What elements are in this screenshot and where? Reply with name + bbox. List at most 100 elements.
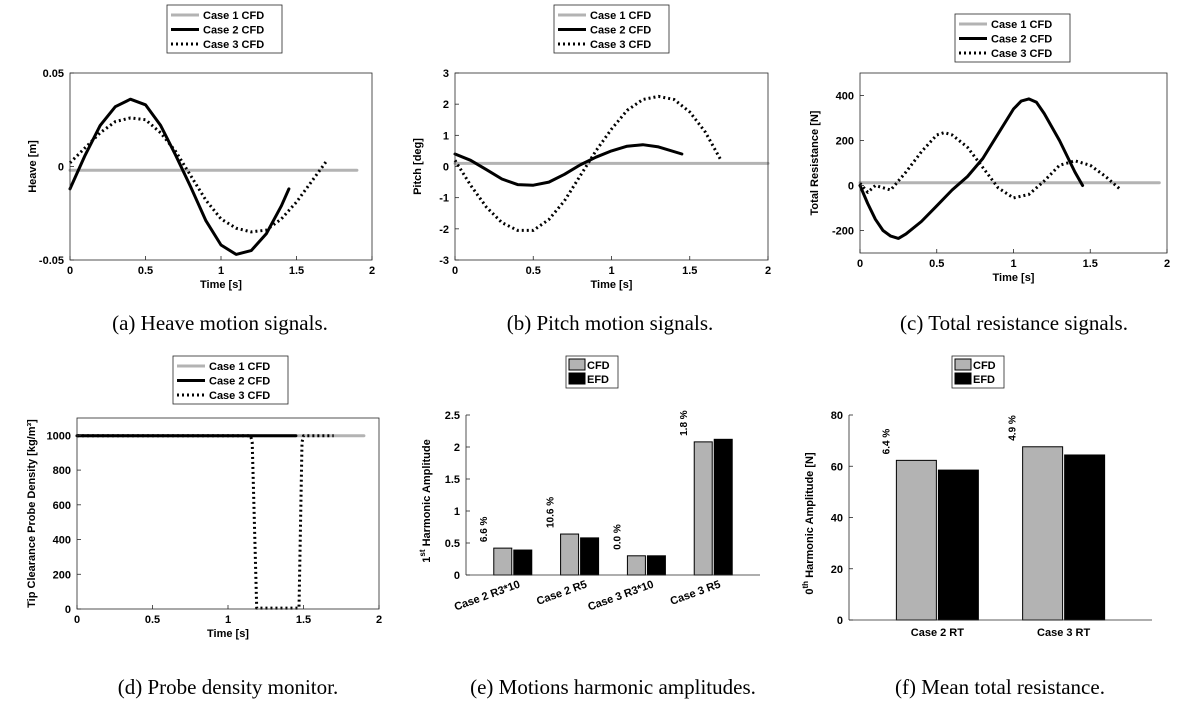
bar-e-efd-2 <box>580 537 600 576</box>
y-tick-label-e-4: 2 <box>454 442 460 454</box>
y-tick-label-d-5: 1000 <box>47 430 71 442</box>
y-tick-label-f-2: 40 <box>831 513 843 525</box>
x-axis-label-c: Time [s] <box>993 272 1035 284</box>
y-tick-label-e-5: 2.5 <box>445 410 460 422</box>
y-axis-label-main-f: Harmonic Amplitude [N] <box>804 452 816 581</box>
x-tick-label-d-3: 1.5 <box>296 614 311 626</box>
y-tick-label-d-4: 800 <box>53 465 71 477</box>
legend-label-b-3: Case 3 CFD <box>590 39 651 51</box>
caption-c: (c) Total resistance signals. <box>900 311 1128 335</box>
legend-label-c-1: Case 1 CFD <box>991 19 1052 31</box>
series-line-c-3 <box>858 131 1122 200</box>
y-tick-label-f-0: 0 <box>837 615 843 627</box>
bar-annotation-e-4: 1.8 % <box>679 410 690 436</box>
x-tick-label-b-4: 2 <box>765 265 771 277</box>
category-label-e-3: Case 3 R3*10 <box>586 579 655 614</box>
plot-frame-a <box>69 72 373 261</box>
y-tick-label-f-3: 60 <box>831 461 843 473</box>
category-label-f-2: Case 3 RT <box>1037 627 1090 639</box>
bar-e-cfd-4 <box>693 441 713 576</box>
y-tick-label-b-2: -1 <box>439 193 449 205</box>
legend-d: Case 1 CFD Case 2 CFD Case 3 CFD <box>172 355 289 405</box>
legend-label-e-2: EFD <box>587 374 609 386</box>
chart-d: 0 0.5 1 1.5 2 0 200 400 600 800 1000 Time [s] Tip Cl… <box>26 355 382 699</box>
legend-b: Case 1 CFD Case 2 CFD Case 3 CFD <box>553 4 670 54</box>
series-line-b-2 <box>453 143 684 187</box>
y-tick-label-a-0: -0.05 <box>39 255 64 267</box>
y-axis-label-pre-f: 0 <box>804 588 816 594</box>
legend-swatch-f-1 <box>954 358 972 371</box>
x-tick-label-c-3: 1.5 <box>1083 258 1098 270</box>
y-tick-label-c-0: -200 <box>832 226 854 238</box>
legend-label-b-1: Case 1 CFD <box>590 10 651 22</box>
caption-e: (e) Motions harmonic amplitudes. <box>470 675 756 699</box>
x-tick-label-a-1: 0.5 <box>138 265 153 277</box>
x-tick-label-a-2: 1 <box>218 265 224 277</box>
plot-frame-b <box>454 72 769 261</box>
x-tick-label-d-1: 0.5 <box>145 614 160 626</box>
y-axis-label-d: Tip Clearance Probe Density [kg/m³] <box>26 419 38 608</box>
x-tick-label-c-0: 0 <box>857 258 863 270</box>
y-tick-label-b-6: 3 <box>443 68 449 80</box>
legend-swatch-f-2 <box>954 372 972 385</box>
y-tick-label-c-3: 400 <box>836 91 854 103</box>
bar-e-cfd-2 <box>560 533 580 576</box>
legend-label-a-2: Case 2 CFD <box>203 25 264 37</box>
y-tick-label-d-0: 0 <box>65 604 71 616</box>
bar-f-cfd-1 <box>895 459 937 621</box>
legend-c: Case 1 CFD Case 2 CFD Case 3 CFD <box>954 13 1071 63</box>
y-axis-label-e: 1st Harmonic Amplitude <box>418 439 433 562</box>
y-tick-label-e-1: 0.5 <box>445 538 460 550</box>
legend-label-d-1: Case 1 CFD <box>209 361 270 373</box>
legend-a: Case 1 CFD Case 2 CFD Case 3 CFD <box>166 4 283 54</box>
legend-f: CFD EFD <box>951 355 1005 389</box>
x-tick-label-a-4: 2 <box>369 265 375 277</box>
caption-f: (f) Mean total resistance. <box>895 675 1105 699</box>
y-axis-label-a: Heave [m] <box>27 140 39 193</box>
legend-label-a-3: Case 3 CFD <box>203 39 264 51</box>
series-line-a-3 <box>68 116 328 234</box>
category-label-e-2: Case 2 R5 <box>535 579 589 608</box>
bar-annotation-f-1: 6.4 % <box>881 429 892 455</box>
bar-annotation-e-3: 0.0 % <box>612 524 623 550</box>
category-label-e-1: Case 2 R3*10 <box>453 579 522 614</box>
legend-e: CFD EFD <box>565 355 619 389</box>
bar-e-cfd-3 <box>626 555 646 576</box>
x-tick-label-b-3: 1.5 <box>682 265 697 277</box>
y-tick-label-c-2: 200 <box>836 136 854 148</box>
series-line-d-3 <box>77 434 334 610</box>
bar-annotation-f-2: 4.9 % <box>1008 415 1019 441</box>
caption-b: (b) Pitch motion signals. <box>507 311 714 335</box>
bar-f-cfd-2 <box>1022 446 1064 621</box>
x-tick-label-d-2: 1 <box>225 614 231 626</box>
y-tick-label-d-3: 600 <box>53 500 71 512</box>
y-tick-label-a-2: 0.05 <box>43 68 64 80</box>
y-axis-label-sup-e: st <box>418 549 427 556</box>
chart-f: 6.4 %Case 2 RT4.9 %Case 3 RT0204060800th… <box>801 355 1152 699</box>
bar-annotation-e-1: 6.6 % <box>479 516 490 542</box>
y-tick-label-f-1: 20 <box>831 564 843 576</box>
legend-label-f-2: EFD <box>973 374 995 386</box>
legend-label-a-1: Case 1 CFD <box>203 10 264 22</box>
plot-frame-d <box>76 417 380 610</box>
bar-e-efd-1 <box>513 549 533 576</box>
y-tick-label-b-4: 1 <box>443 130 449 142</box>
legend-label-d-2: Case 2 CFD <box>209 376 270 388</box>
bar-e-efd-3 <box>646 555 666 576</box>
x-axis-label-b: Time [s] <box>591 279 633 291</box>
chart-e: 6.6 % Case 2 R3*10 10.6 % Case 2 R5 0.0 % Cas… <box>418 355 760 699</box>
y-tick-label-b-1: -2 <box>439 224 449 236</box>
x-tick-label-c-2: 1 <box>1010 258 1016 270</box>
x-tick-label-b-0: 0 <box>452 265 458 277</box>
y-tick-label-e-3: 1.5 <box>445 474 460 486</box>
y-tick-label-e-2: 1 <box>454 506 460 518</box>
bar-f-efd-1 <box>937 469 979 621</box>
x-tick-label-b-1: 0.5 <box>526 265 541 277</box>
x-tick-label-c-1: 0.5 <box>929 258 944 270</box>
x-tick-label-d-4: 2 <box>376 614 382 626</box>
y-tick-label-d-1: 200 <box>53 569 71 581</box>
y-tick-label-b-3: 0 <box>443 162 449 174</box>
y-axis-label-main-e: Harmonic Amplitude <box>421 439 433 549</box>
x-tick-label-c-4: 2 <box>1164 258 1170 270</box>
